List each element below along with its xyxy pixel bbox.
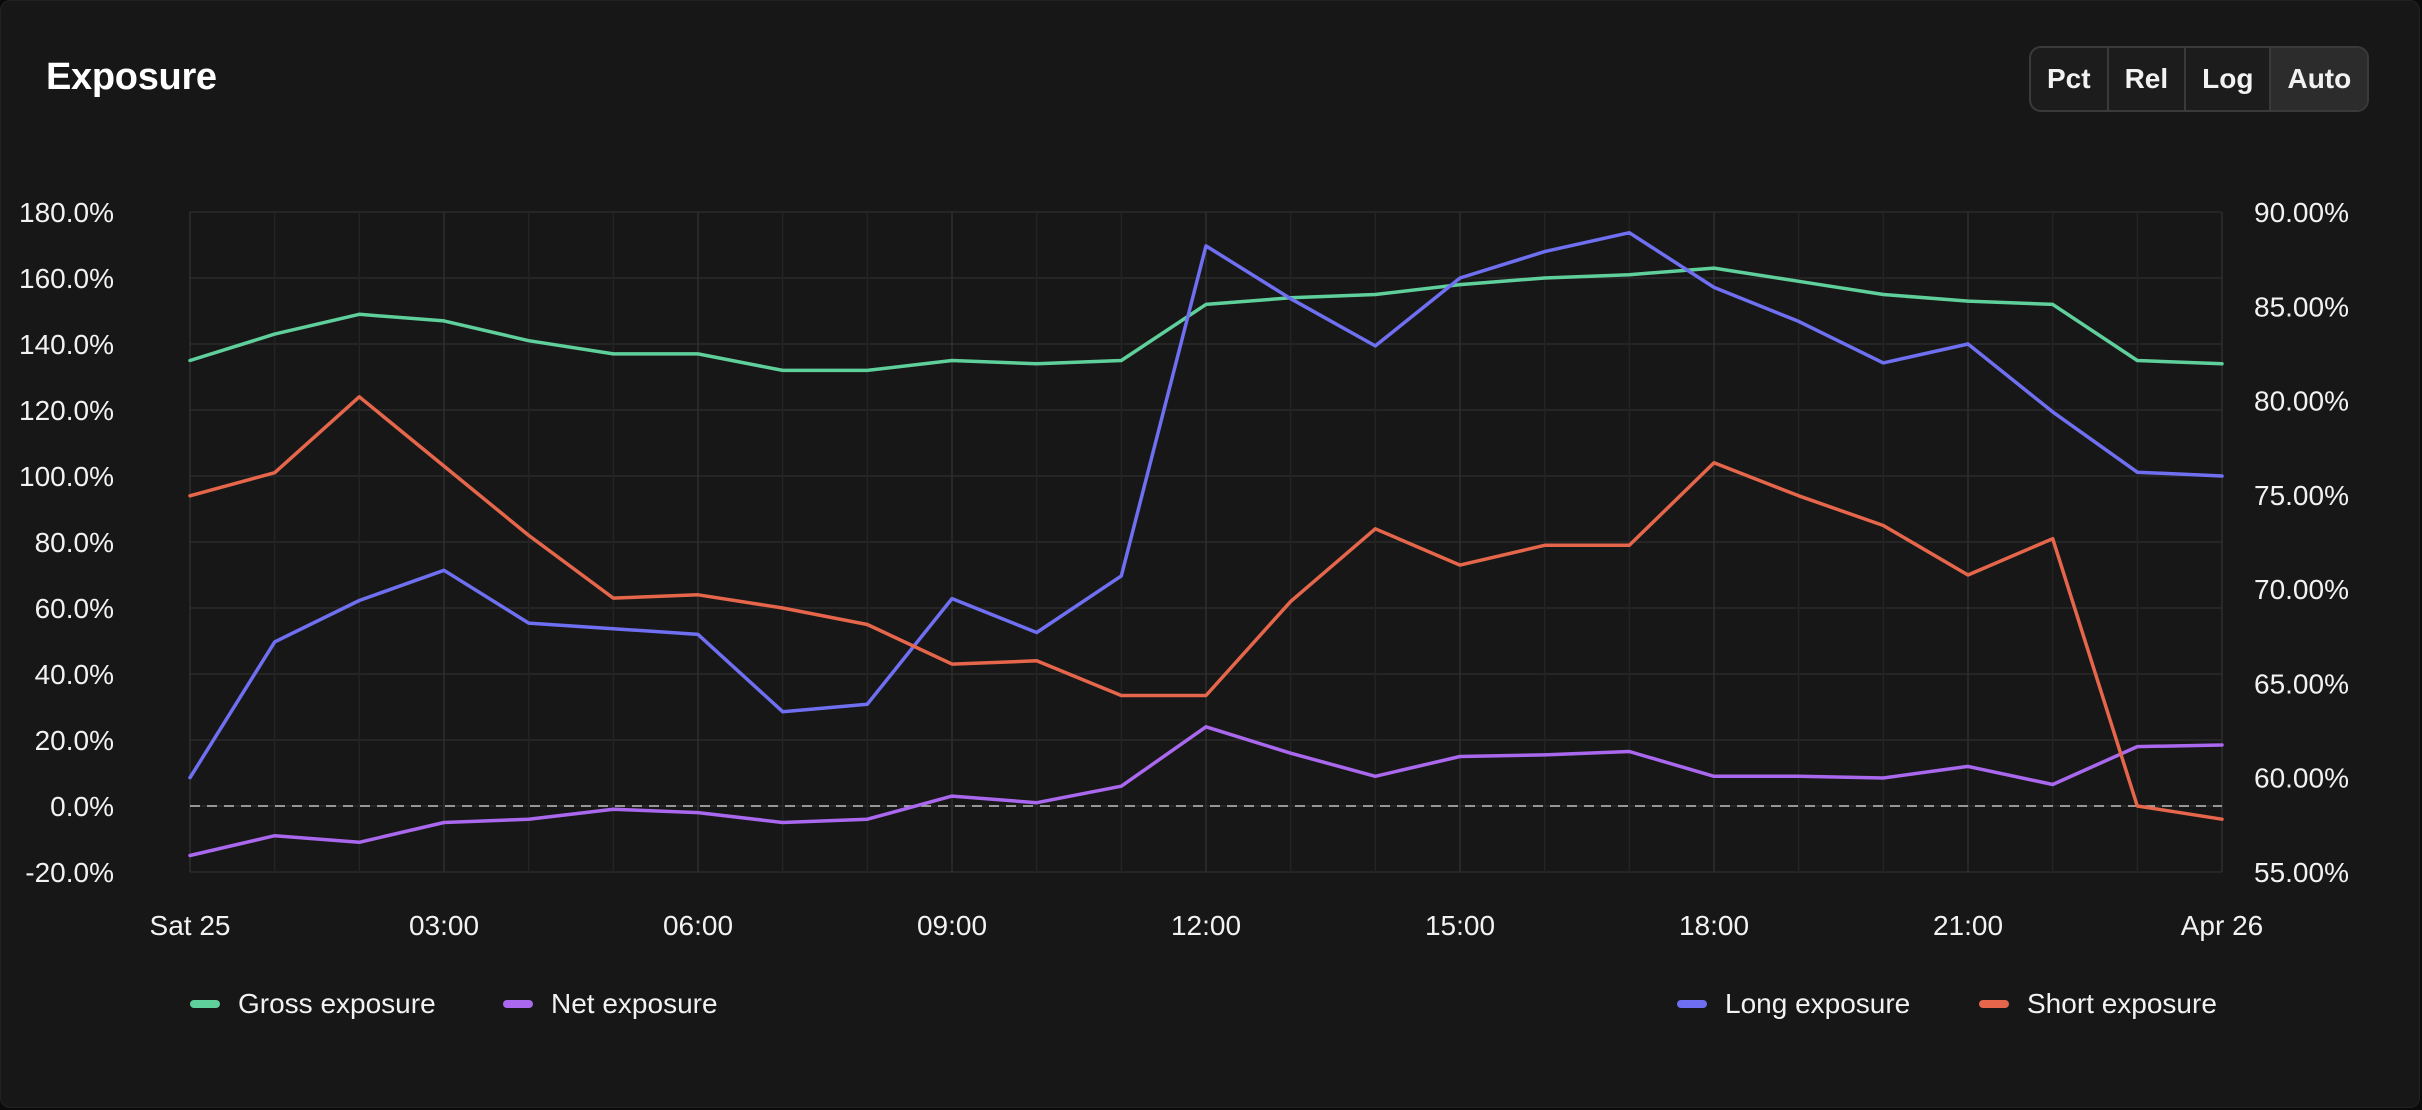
x-tick-label: 09:00 [917, 910, 987, 941]
left-tick-label: 40.0% [35, 659, 114, 690]
x-tick-label: 15:00 [1425, 910, 1495, 941]
x-tick-label: 03:00 [409, 910, 479, 941]
scale-toggle-group: Pct Rel Log Auto [2029, 46, 2370, 112]
left-tick-label: 120.0% [19, 395, 114, 426]
legend-swatch [1677, 1000, 1707, 1008]
left-tick-label: 20.0% [35, 725, 114, 756]
legend-label: Long exposure [1725, 988, 1911, 1019]
left-tick-label: 100.0% [19, 461, 114, 492]
left-tick-label: -20.0% [25, 857, 114, 888]
series-lines [188, 230, 2224, 858]
legend-short-exposure[interactable]: Short exposure [1979, 984, 2217, 1024]
right-tick-label: 80.00% [2254, 386, 2349, 417]
left-tick-label: 140.0% [19, 329, 114, 360]
right-tick-label: 65.00% [2254, 668, 2349, 699]
long-exposure-line [188, 230, 2224, 780]
rel-scale-button[interactable]: Rel [2109, 48, 2187, 110]
legend-swatch [503, 1000, 533, 1008]
legend-gross-exposure[interactable]: Gross exposure [190, 984, 436, 1024]
grid-lines [189, 211, 2223, 873]
right-tick-label: 85.00% [2254, 291, 2349, 322]
right-tick-label: 55.00% [2254, 857, 2349, 888]
page-title: Exposure [46, 56, 217, 98]
left-tick-label: 80.0% [35, 527, 114, 558]
legend-label: Gross exposure [238, 988, 436, 1019]
legend-label: Net exposure [551, 988, 718, 1019]
right-tick-label: 90.00% [2254, 197, 2349, 228]
right-tick-label: 60.00% [2254, 763, 2349, 794]
legend-long-exposure[interactable]: Long exposure [1677, 984, 1910, 1024]
x-tick-label: Apr 26 [2181, 910, 2264, 941]
right-tick-label: 75.00% [2254, 480, 2349, 511]
net-exposure-line [188, 725, 2224, 858]
x-tick-label: Sat 25 [150, 910, 231, 941]
legend-label: Short exposure [2027, 988, 2217, 1019]
auto-scale-button[interactable]: Auto [2271, 48, 2368, 110]
gross-exposure-line [188, 266, 2224, 373]
left-tick-label: 160.0% [19, 263, 114, 294]
legend-swatch [1979, 1000, 2009, 1008]
pct-scale-button[interactable]: Pct [2031, 48, 2109, 110]
left-tick-label: 60.0% [35, 593, 114, 624]
x-tick-label: 21:00 [1933, 910, 2003, 941]
x-tick-label: 12:00 [1171, 910, 1241, 941]
short-exposure-line [188, 395, 2224, 821]
legend-swatch [190, 1000, 220, 1008]
left-tick-label: 180.0% [19, 197, 114, 228]
left-tick-label: 0.0% [50, 791, 114, 822]
right-tick-label: 70.00% [2254, 574, 2349, 605]
x-tick-label: 18:00 [1679, 910, 1749, 941]
legend-net-exposure[interactable]: Net exposure [503, 984, 718, 1024]
x-tick-label: 06:00 [663, 910, 733, 941]
axis-labels: -20.0% 0.0% 20.0% 40.0% 60.0% 80.0% 100.0% 120.… [19, 197, 2349, 941]
log-scale-button[interactable]: Log [2186, 48, 2272, 110]
